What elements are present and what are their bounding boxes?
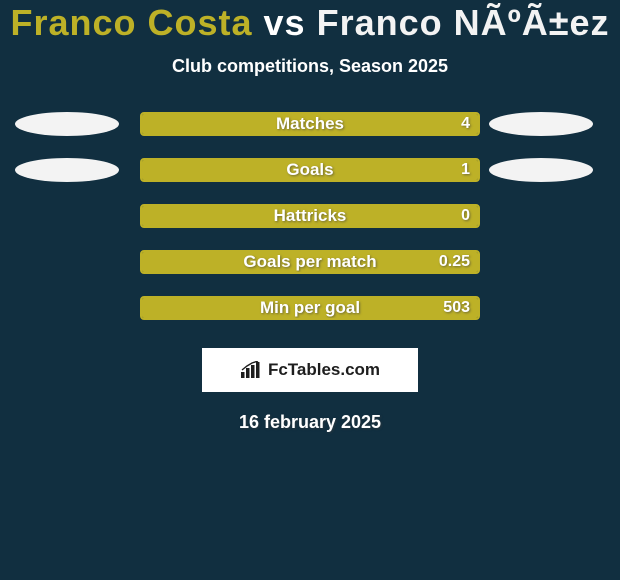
stat-value-right: 0 (461, 207, 470, 225)
stat-row: Min per goal 503 (9, 296, 611, 320)
stat-value-right: 503 (443, 299, 470, 317)
stat-label: Goals (286, 160, 333, 180)
stat-row: Matches 4 (9, 112, 611, 136)
stat-label: Matches (276, 114, 344, 134)
bar-chart-icon (240, 361, 262, 379)
stat-bar: Goals 1 (140, 158, 480, 182)
stat-row: Hattricks 0 (9, 204, 611, 228)
subtitle: Club competitions, Season 2025 (172, 56, 448, 77)
stat-bar: Min per goal 503 (140, 296, 480, 320)
brand-box[interactable]: FcTables.com (202, 348, 418, 392)
stat-label: Min per goal (260, 298, 360, 318)
page-title: Franco Costa vs Franco NÃºÃ±ez (10, 2, 609, 44)
right-ellipse (489, 158, 593, 182)
comparison-card: Franco Costa vs Franco NÃºÃ±ez Club comp… (0, 0, 620, 580)
vs-label: vs (264, 2, 306, 43)
right-ellipse (489, 112, 593, 136)
left-ellipse (15, 158, 119, 182)
stats-rows: Matches 4 Goals 1 Hattricks 0 Goals per match 0… (0, 112, 620, 320)
stat-label: Goals per match (243, 252, 376, 272)
stat-bar: Matches 4 (140, 112, 480, 136)
stat-label: Hattricks (274, 206, 347, 226)
player1-name: Franco Costa (10, 2, 252, 43)
stat-value-right: 0.25 (439, 253, 470, 271)
stat-bar: Hattricks 0 (140, 204, 480, 228)
left-ellipse (15, 112, 119, 136)
stat-value-right: 1 (461, 161, 470, 179)
stat-row: Goals 1 (9, 158, 611, 182)
stat-row: Goals per match 0.25 (9, 250, 611, 274)
stat-value-right: 4 (461, 115, 470, 133)
stat-bar: Goals per match 0.25 (140, 250, 480, 274)
player2-name: Franco NÃºÃ±ez (317, 2, 610, 43)
brand-text: FcTables.com (268, 360, 380, 380)
date-label: 16 february 2025 (239, 412, 381, 433)
